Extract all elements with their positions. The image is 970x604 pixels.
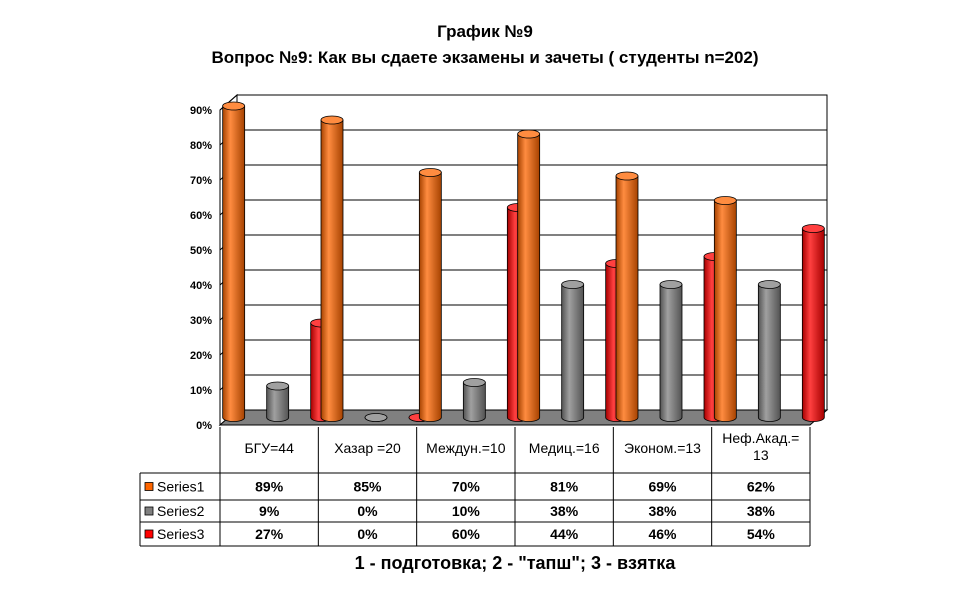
bar-Series2-4 (659, 284, 683, 422)
series-name: Series2 (157, 503, 205, 519)
bar-top-Series2-3 (561, 280, 585, 289)
bar-Series2-3 (561, 284, 585, 422)
y-tick-label: 70% (190, 175, 212, 187)
chart-caption: 1 - подготовка; 2 - "тапш"; 3 - взятка (354, 553, 676, 573)
chart-title: График №9 (437, 22, 533, 41)
y-tick-label: 40% (190, 280, 212, 292)
category-label: БГУ=44 (244, 440, 294, 456)
bar-top-Series2-4 (659, 280, 683, 289)
data-label: 27% (255, 526, 284, 542)
bar-top-Series1-3 (517, 129, 541, 139)
data-label: 38% (550, 503, 579, 519)
bar-Series2-5 (757, 284, 781, 422)
data-label: 38% (747, 503, 776, 519)
bar-top-Series2-1 (364, 413, 388, 422)
bar-top-Series1-1 (320, 115, 344, 125)
legend-key-Series3 (144, 529, 154, 539)
data-label: 89% (255, 479, 284, 495)
bar-Series2-0 (266, 385, 290, 422)
data-label: 10% (452, 503, 481, 519)
bar-top-Series1-5 (713, 196, 737, 205)
data-label: 44% (550, 526, 579, 542)
y-tick-label: 10% (190, 385, 212, 397)
bar-Series1-5 (713, 200, 737, 422)
data-label: 60% (452, 526, 481, 542)
y-tick-label: 50% (190, 245, 212, 257)
bar-Series1-1 (320, 119, 344, 422)
series-name: Series3 (157, 526, 205, 542)
category-label: Эконом.=13 (624, 440, 701, 456)
data-label: 54% (747, 526, 776, 542)
series-name: Series1 (157, 479, 205, 495)
category-label: Междун.=10 (426, 440, 506, 456)
data-label: 85% (353, 479, 382, 495)
bar-Series1-4 (615, 175, 639, 422)
bar-top-Series2-2 (462, 378, 486, 387)
legend-key-Series1 (144, 482, 154, 491)
data-label: 9% (259, 503, 280, 519)
y-tick-label: 30% (190, 315, 212, 327)
bar-Series1-0 (222, 105, 246, 422)
bar-top-Series1-0 (222, 101, 246, 111)
bar-Series1-2 (418, 172, 442, 422)
data-label: 38% (648, 503, 677, 519)
bar-top-Series2-0 (266, 381, 290, 391)
data-label: 69% (648, 479, 677, 495)
category-label: Хазар =20 (334, 440, 401, 456)
bar-Series1-3 (517, 133, 541, 422)
category-label: Медиц.=16 (529, 440, 600, 456)
y-tick-label: 80% (190, 140, 212, 152)
data-label: 0% (357, 526, 378, 542)
y-tick-label: 90% (190, 105, 212, 117)
data-label: 62% (747, 479, 776, 495)
bar-Series2-2 (462, 382, 486, 422)
category-label: Неф.Акад.= (722, 430, 799, 446)
bar-top-Series3-5 (801, 224, 825, 233)
y-tick-label: 20% (190, 350, 212, 362)
chart-subtitle: Вопрос №9: Как вы сдаете экзамены и заче… (211, 48, 759, 67)
data-label: 46% (648, 526, 677, 542)
bar-top-Series1-4 (615, 171, 639, 181)
data-label: 0% (357, 503, 378, 519)
y-tick-label: 0% (196, 420, 212, 432)
data-label: 70% (452, 479, 481, 495)
bar-top-Series1-2 (418, 168, 442, 177)
category-label: 13 (753, 447, 769, 463)
y-tick-label: 60% (190, 210, 212, 222)
data-label: 81% (550, 479, 579, 495)
bar-Series3-5 (801, 228, 825, 422)
bar-top-Series2-5 (757, 280, 781, 289)
legend-key-Series2 (144, 506, 154, 516)
